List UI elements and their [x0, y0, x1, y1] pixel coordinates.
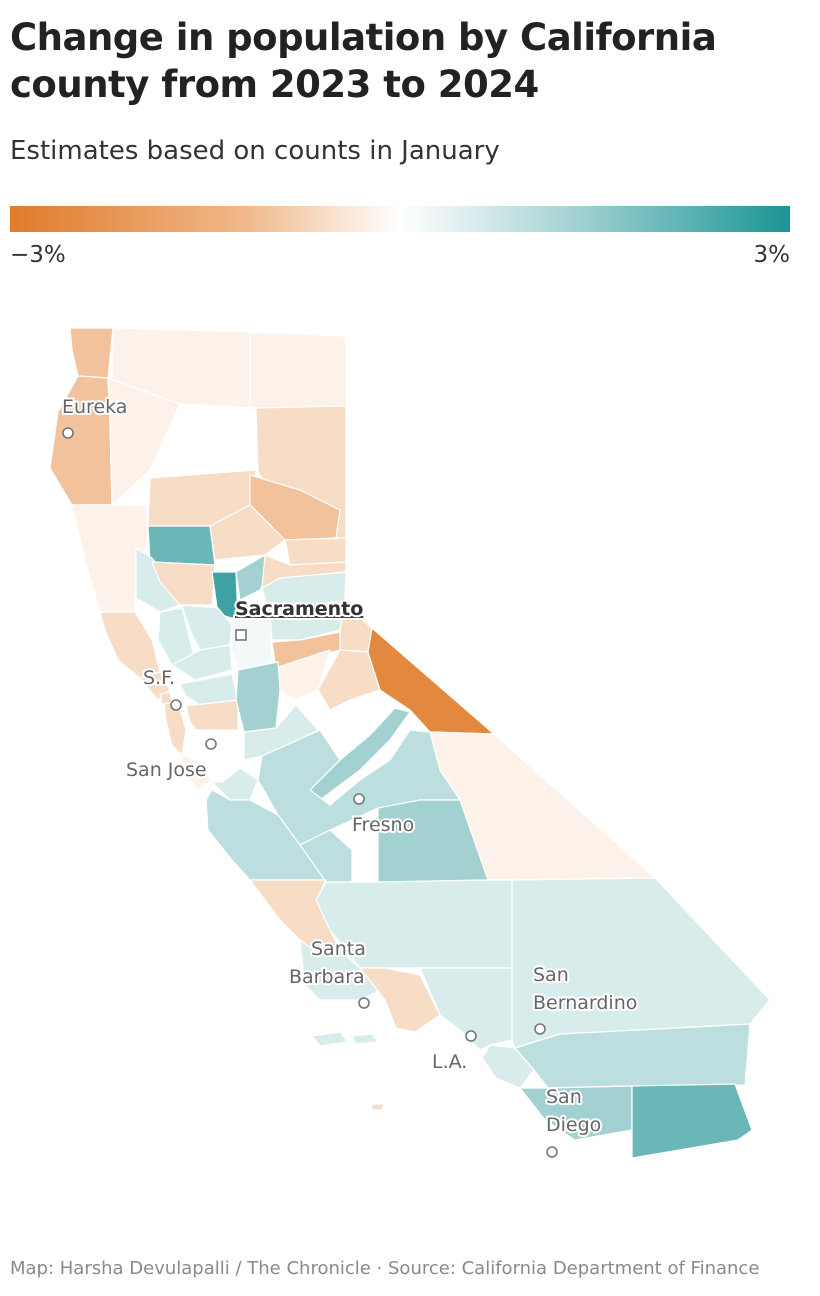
sf-label: S.F.: [143, 667, 175, 689]
county-san-francisco: [159, 691, 173, 705]
county-santa-cruz: [181, 754, 213, 791]
county-modoc: [249, 331, 347, 409]
santa-barbara-marker: [358, 997, 370, 1009]
county-imperial: [631, 1083, 753, 1159]
county-solano: [171, 644, 233, 681]
source-credit: Map: Harsha Devulapalli / The Chronicle …: [10, 1258, 760, 1279]
chart-subtitle: Estimates based on counts in January: [10, 136, 500, 166]
county-kings: [299, 829, 353, 883]
santa-barbara-label-line-1: Santa: [311, 938, 366, 960]
san-bernardino-label-line-1: San: [533, 964, 569, 986]
san-jose-label: San Jose: [126, 759, 207, 781]
sf-marker: [170, 699, 182, 711]
county-sierra: [284, 537, 347, 566]
county-tulare: [377, 799, 489, 883]
san-diego-label-line-2: Diego: [546, 1114, 601, 1136]
eureka-marker: [62, 427, 74, 439]
channel-island-3: [371, 1103, 385, 1111]
santa-barbara-label-line-2: Barbara: [289, 966, 365, 988]
city-labels: Eureka Sacramento S.F. San Jose Fresno S…: [60, 394, 639, 1138]
la-marker: [465, 1030, 477, 1042]
county-trinity: [107, 377, 181, 506]
california-county-map: Eureka Sacramento S.F. San Jose Fresno S…: [49, 327, 771, 1159]
san-diego-label-line-1: San: [546, 1086, 582, 1108]
county-shapes: [49, 327, 771, 1159]
legend-max-label: 3%: [753, 242, 791, 268]
legend-min-label: −3%: [10, 242, 66, 268]
county-colusa: [151, 561, 216, 606]
eureka-label: Eureka: [62, 396, 127, 418]
sacramento-label: Sacramento: [235, 598, 363, 620]
la-label: L.A.: [432, 1051, 467, 1073]
city-markers: [62, 427, 558, 1158]
san-jose-marker: [205, 738, 217, 750]
county-del-norte: [69, 327, 114, 379]
county-san-bernardino: [511, 877, 771, 1049]
county-butte: [209, 504, 286, 561]
county-ventura: [359, 967, 441, 1033]
county-glenn: [147, 525, 216, 566]
chart-title: Change in population by California count…: [10, 16, 717, 106]
san-bernardino-label-line-2: Bernardino: [533, 992, 637, 1014]
legend-color-scale: [10, 206, 790, 232]
county-stanislaus: [235, 661, 281, 733]
fresno-label: Fresno: [352, 814, 414, 836]
county-madera: [309, 707, 411, 801]
county-contra-costa: [179, 673, 239, 706]
sacramento-capital-marker: [235, 629, 247, 641]
san-diego-marker: [546, 1146, 558, 1158]
channel-island-1: [311, 1031, 349, 1047]
county-riverside: [514, 1023, 751, 1089]
fresno-marker: [353, 793, 365, 805]
san-bernardino-marker: [534, 1023, 546, 1035]
channel-island-2: [351, 1033, 379, 1045]
